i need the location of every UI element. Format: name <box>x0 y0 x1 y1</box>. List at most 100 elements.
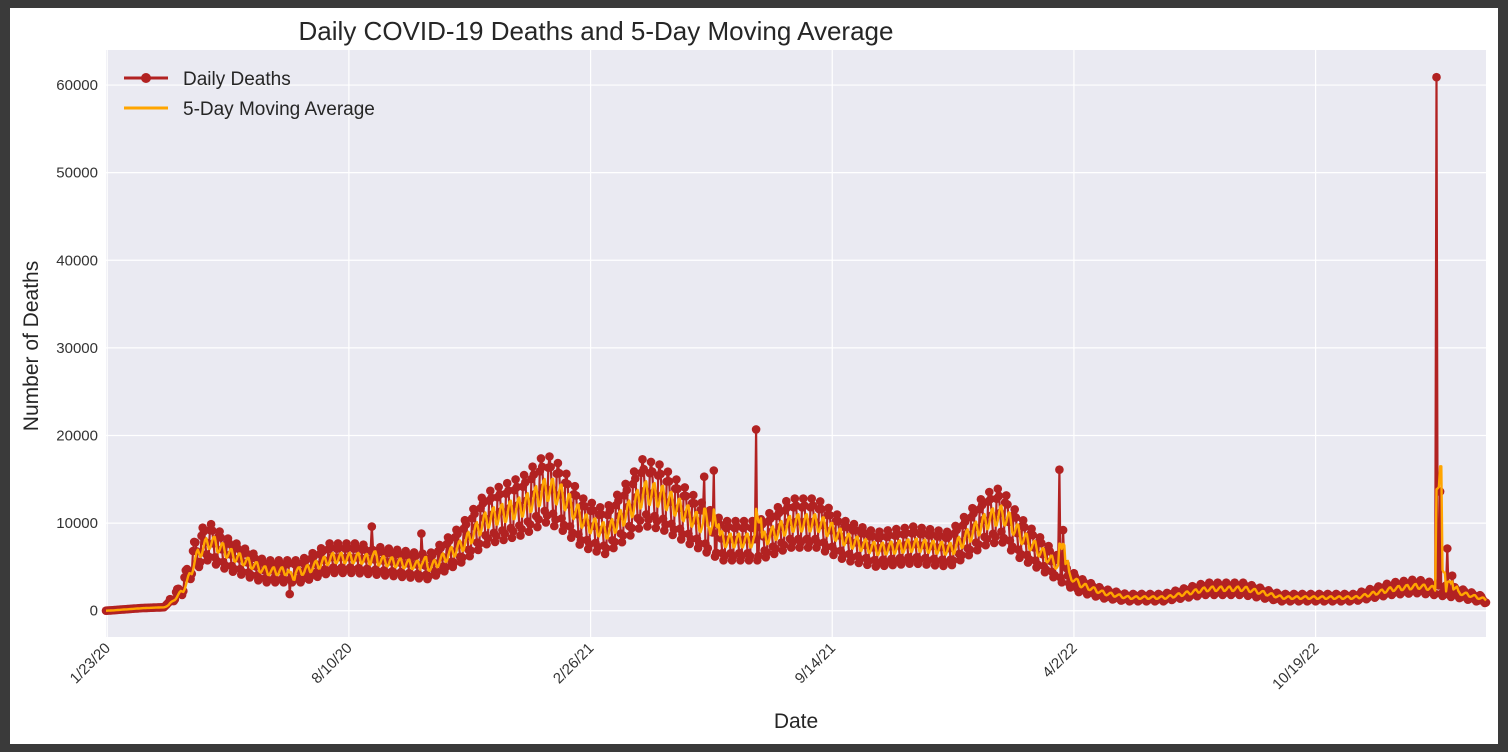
daily-deaths-point <box>533 522 542 532</box>
daily-deaths-point <box>709 466 719 475</box>
daily-deaths-point <box>486 486 495 496</box>
daily-deaths-point <box>643 522 652 531</box>
x-tick-label: 2/26/21 <box>550 640 597 687</box>
daily-deaths-point <box>587 498 597 508</box>
daily-deaths-point <box>638 455 647 464</box>
daily-deaths-point <box>627 523 636 533</box>
daily-deaths-point <box>1432 72 1441 82</box>
daily-deaths-point <box>678 529 687 539</box>
daily-deaths-point <box>602 544 611 553</box>
daily-deaths-point <box>985 487 994 497</box>
daily-deaths-point <box>617 537 627 547</box>
daily-deaths-point <box>952 525 961 535</box>
daily-deaths-point <box>562 469 571 479</box>
daily-deaths-point <box>1037 538 1046 548</box>
moving-average-series <box>105 465 1487 612</box>
daily-deaths-point <box>884 531 894 540</box>
daily-deaths-point <box>502 478 512 488</box>
daily-deaths-point <box>563 479 572 489</box>
daily-deaths-point <box>614 496 623 506</box>
daily-deaths-point <box>663 467 673 477</box>
daily-deaths-point <box>1481 598 1491 607</box>
daily-deaths-point <box>208 526 217 535</box>
daily-deaths-point <box>191 538 200 547</box>
legend-average-label: 5-Day Moving Average <box>183 99 375 120</box>
daily-deaths-point <box>697 498 706 508</box>
daily-deaths-point <box>1018 516 1028 525</box>
daily-deaths-point <box>534 515 543 524</box>
daily-deaths-point <box>957 550 966 560</box>
y-tick-label: 40000 <box>56 252 98 269</box>
daily-deaths-point <box>250 553 259 563</box>
y-tick-label: 30000 <box>56 340 98 357</box>
daily-deaths-point <box>830 546 839 556</box>
daily-deaths-point <box>554 468 564 478</box>
daily-deaths-point <box>825 510 835 520</box>
daily-deaths-point <box>651 523 661 533</box>
daily-deaths-point <box>690 499 699 508</box>
daily-deaths-point <box>595 503 605 512</box>
daily-deaths-point <box>367 522 377 531</box>
daily-deaths-point <box>783 502 792 512</box>
daily-deaths-point <box>545 452 554 461</box>
daily-deaths-point <box>832 510 842 519</box>
daily-deaths-point <box>1057 578 1067 587</box>
moving-average-line <box>105 465 1487 612</box>
daily-deaths-point <box>536 454 546 463</box>
daily-deaths-point <box>449 558 459 567</box>
daily-deaths-point <box>618 531 628 540</box>
daily-deaths-point <box>699 472 709 482</box>
daily-deaths-point <box>305 572 315 581</box>
daily-deaths-point <box>546 462 555 472</box>
daily-deaths-point <box>492 531 501 541</box>
daily-deaths-point <box>550 521 559 531</box>
y-tick-label: 10000 <box>56 515 98 532</box>
daily-deaths-point <box>417 529 426 538</box>
chart-title: Daily COVID-19 Deaths and 5-Day Moving A… <box>299 16 894 46</box>
daily-deaths-point <box>982 534 992 544</box>
daily-deaths-point <box>524 527 534 536</box>
daily-deaths-point <box>483 534 493 543</box>
daily-deaths-point <box>500 529 510 538</box>
daily-deaths-point <box>745 551 755 561</box>
daily-deaths-point <box>771 544 780 553</box>
daily-deaths-point <box>588 506 598 515</box>
daily-deaths-point <box>553 458 563 468</box>
daily-deaths-point <box>517 524 526 534</box>
y-tick-label: 50000 <box>56 165 98 182</box>
daily-deaths-point <box>221 561 230 570</box>
daily-deaths-point <box>629 467 639 476</box>
daily-deaths-point <box>233 544 242 553</box>
daily-deaths-point <box>1443 544 1452 553</box>
daily-deaths-point <box>824 503 833 513</box>
daily-deaths-point <box>570 481 580 491</box>
daily-deaths-point <box>579 494 588 503</box>
chart-frame: 0 10000 20000 30000 40000 50000 60000 1/23/20 8… <box>10 8 1498 744</box>
daily-deaths-point <box>528 462 537 472</box>
daily-deaths-point <box>711 548 721 558</box>
daily-deaths-point <box>1010 505 1019 514</box>
daily-deaths-point <box>525 520 535 529</box>
daily-deaths-point <box>206 519 216 529</box>
daily-deaths-point <box>411 551 420 561</box>
daily-deaths-point <box>441 563 450 572</box>
daily-deaths-point <box>470 509 479 519</box>
daily-deaths-point <box>974 540 983 549</box>
chart-svg: 0 10000 20000 30000 40000 50000 60000 1/23/20 8… <box>20 16 1491 733</box>
daily-deaths-point <box>673 484 682 494</box>
y-tick-label: 0 <box>90 603 98 620</box>
daily-deaths-point <box>453 529 462 539</box>
daily-deaths-point <box>432 567 442 577</box>
daily-deaths-point <box>1430 589 1440 599</box>
daily-deaths-point <box>664 477 674 486</box>
daily-deaths-point <box>519 470 529 480</box>
x-tick-label: 4/2/22 <box>1039 640 1081 682</box>
daily-deaths-point <box>1020 522 1029 532</box>
daily-deaths-point <box>681 491 691 501</box>
daily-deaths-point <box>680 483 690 492</box>
legend: Daily Deaths 5-Day Moving Average <box>124 69 375 120</box>
daily-deaths-point <box>965 545 975 555</box>
daily-deaths-point <box>475 539 484 549</box>
daily-deaths-point <box>1447 571 1457 580</box>
daily-deaths-point <box>541 518 551 527</box>
